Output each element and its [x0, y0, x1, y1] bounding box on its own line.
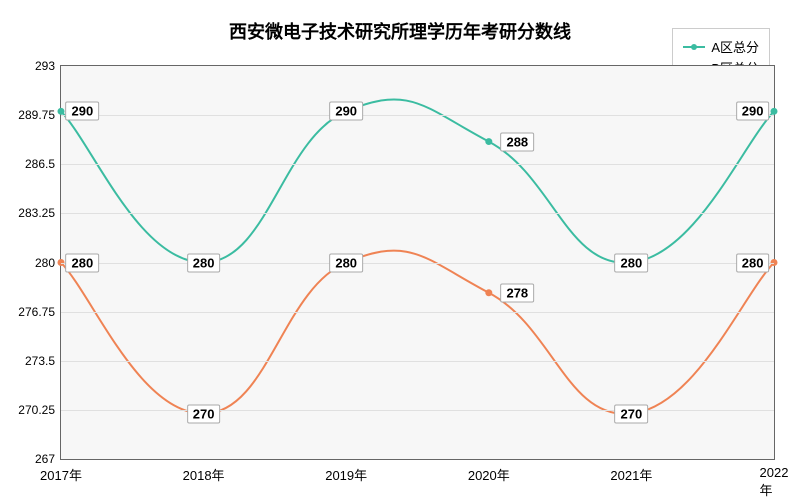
y-tick-label: 276.75	[18, 305, 55, 319]
legend-swatch-a	[683, 46, 705, 48]
data-label: 280	[66, 253, 100, 272]
gridline	[61, 164, 774, 165]
x-tick-label: 2022年	[760, 465, 789, 499]
chart-container: 西安微电子技术研究所理学历年考研分数线 A区总分 B区总分 267270.252…	[0, 0, 800, 500]
data-point	[58, 108, 65, 115]
y-tick-label: 280	[35, 256, 55, 270]
data-label: 278	[500, 283, 534, 302]
legend-item-a: A区总分	[683, 37, 759, 56]
y-tick-label: 286.5	[25, 157, 55, 171]
data-label: 270	[187, 404, 221, 423]
x-tick-label: 2019年	[325, 465, 367, 484]
y-tick-label: 283.25	[18, 206, 55, 220]
data-point	[485, 289, 492, 296]
x-tick-label: 2017年	[40, 465, 82, 484]
gridline	[61, 263, 774, 264]
gridline	[61, 361, 774, 362]
gridline	[61, 312, 774, 313]
data-label: 280	[187, 253, 221, 272]
y-tick-label: 289.75	[18, 108, 55, 122]
series-line	[61, 251, 774, 414]
gridline	[61, 410, 774, 411]
data-label: 288	[500, 132, 534, 151]
x-tick-label: 2021年	[610, 465, 652, 484]
data-label: 290	[736, 102, 770, 121]
data-label: 280	[329, 253, 363, 272]
gridline	[61, 213, 774, 214]
y-tick-label: 273.5	[25, 354, 55, 368]
legend-label-a: A区总分	[711, 37, 759, 56]
data-label: 280	[736, 253, 770, 272]
data-label: 270	[615, 404, 649, 423]
y-tick-label: 293	[35, 59, 55, 73]
x-tick-label: 2020年	[468, 465, 510, 484]
data-label: 280	[615, 253, 649, 272]
gridline	[61, 115, 774, 116]
data-label: 290	[66, 102, 100, 121]
data-label: 290	[329, 102, 363, 121]
y-tick-label: 267	[35, 452, 55, 466]
plot-area: 267270.25273.5276.75280283.25286.5289.75…	[60, 65, 775, 460]
series-line	[61, 99, 774, 262]
y-tick-label: 270.25	[18, 403, 55, 417]
x-tick-label: 2018年	[183, 465, 225, 484]
data-point	[771, 108, 778, 115]
data-point	[485, 138, 492, 145]
